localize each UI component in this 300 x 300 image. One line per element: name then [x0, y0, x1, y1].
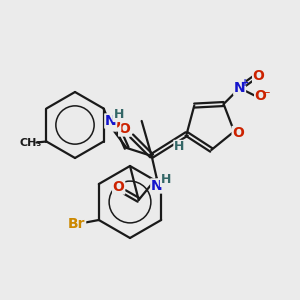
Text: H: H: [174, 140, 184, 154]
Text: CH₃: CH₃: [19, 139, 41, 148]
Text: N: N: [105, 114, 116, 128]
Text: +: +: [241, 78, 249, 88]
Text: O: O: [255, 89, 267, 103]
Text: N: N: [234, 81, 245, 95]
Text: O: O: [109, 117, 121, 131]
Text: ⁻: ⁻: [263, 89, 270, 103]
Text: H: H: [113, 109, 124, 122]
Text: Br: Br: [68, 217, 86, 231]
Text: O: O: [113, 180, 124, 194]
Text: H: H: [160, 173, 171, 187]
Text: O: O: [253, 69, 265, 83]
Text: O: O: [232, 127, 244, 140]
Text: O: O: [119, 122, 130, 136]
Text: N: N: [151, 179, 163, 193]
